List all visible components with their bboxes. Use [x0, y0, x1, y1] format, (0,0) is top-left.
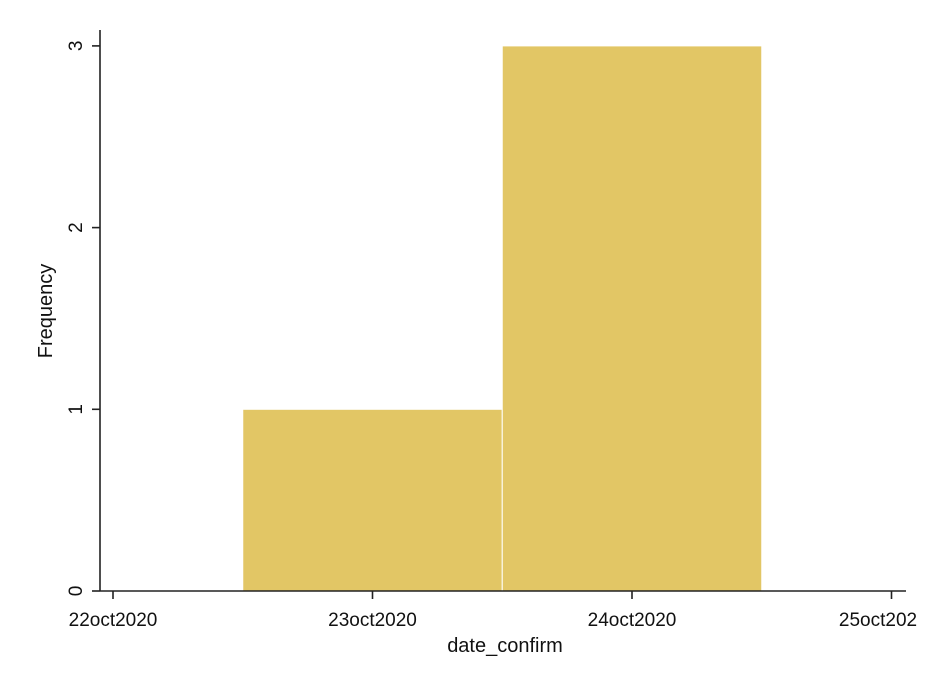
x-axis-title: date_confirm [447, 635, 563, 657]
y-tick-label: 2 [66, 222, 87, 233]
x-tick-label: 22oct2020 [69, 610, 158, 631]
x-tick-label: 24oct2020 [588, 610, 677, 631]
y-axis-title: Frequency [35, 264, 57, 359]
y-ticks: 0 1 2 3 [66, 41, 100, 597]
x-tick-label: 25oct202 [839, 610, 917, 631]
histogram-bar-24oct2020 [501, 45, 763, 592]
x-tick-label: 23oct2020 [328, 610, 417, 631]
y-tick-label: 1 [66, 404, 87, 415]
histogram-bar-23oct2020 [242, 408, 503, 592]
x-ticks: 22oct2020 23oct2020 24oct2020 25oct202 [69, 591, 917, 631]
y-tick-label: 0 [66, 586, 87, 597]
y-tick-label: 3 [66, 41, 87, 52]
bars-layer [242, 45, 763, 592]
